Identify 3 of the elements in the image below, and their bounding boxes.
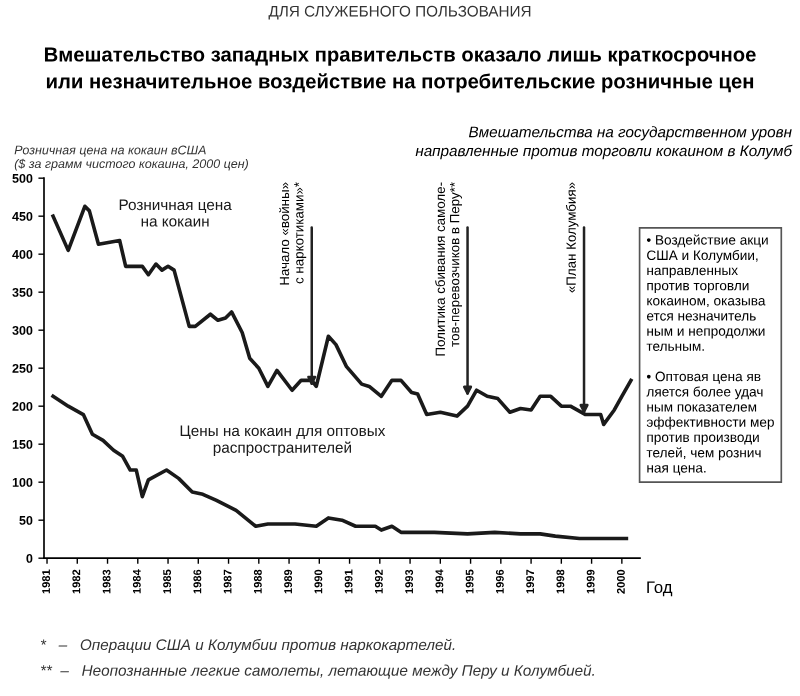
x-axis-title: Год bbox=[647, 581, 673, 597]
chart-title: Вмешательство западных правительств оказало лишь краткосрочное или незначительное воздействие на потребительские розничные цен bbox=[44, 47, 756, 93]
line-series bbox=[51, 394, 629, 541]
